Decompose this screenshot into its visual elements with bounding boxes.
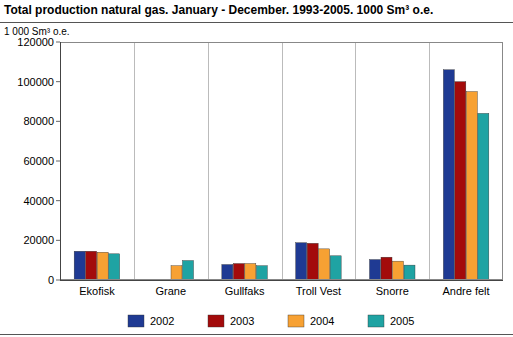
legend-label: 2002: [150, 315, 174, 327]
bottom-rule: [0, 334, 513, 335]
legend-label: 2005: [390, 315, 414, 327]
x-tick-label: Troll Vest: [296, 285, 341, 297]
legend-swatch: [368, 315, 384, 327]
y-tick-label: 100000: [17, 76, 54, 88]
bar: [478, 113, 489, 280]
legend-swatch: [208, 315, 224, 327]
bar: [307, 243, 318, 280]
bar: [296, 243, 307, 280]
bar: [222, 265, 233, 280]
legend-swatch: [288, 315, 304, 327]
x-tick-label: Grane: [155, 285, 186, 297]
x-tick-label: Gullfaks: [225, 285, 265, 297]
grid-line: [282, 42, 283, 280]
y-tick-label: 80000: [23, 115, 54, 127]
bar: [245, 264, 256, 280]
chart-container: Total production natural gas. January - …: [0, 0, 513, 337]
y-tick-label: 60000: [23, 155, 54, 167]
y-axis: [60, 42, 61, 280]
y-tick: [56, 240, 60, 241]
title-rule: [0, 22, 513, 23]
x-axis: [60, 280, 503, 281]
y-tick-label: 40000: [23, 195, 54, 207]
grid-line: [355, 42, 356, 280]
grid-line: [134, 42, 135, 280]
x-tick-label: Andre felt: [443, 285, 490, 297]
bar: [97, 252, 108, 280]
legend-label: 2004: [310, 315, 334, 327]
bar: [74, 251, 85, 280]
bar: [319, 249, 330, 280]
title: Total production natural gas. January - …: [4, 3, 433, 17]
bar: [86, 251, 97, 280]
y-tick-label: 20000: [23, 234, 54, 246]
y-tick-label: 0: [48, 274, 54, 286]
legend-label: 2003: [230, 315, 254, 327]
x-tick-label: Ekofisk: [79, 285, 115, 297]
plot-frame: [61, 43, 503, 280]
legend-swatch: [128, 315, 144, 327]
bar: [466, 92, 477, 280]
bar: [404, 265, 415, 280]
bar: [455, 82, 466, 280]
y-tick: [56, 42, 60, 43]
bar: [381, 257, 392, 280]
bar: [183, 261, 194, 280]
bar: [370, 260, 381, 280]
y-tick-label: 120000: [17, 36, 54, 48]
y-tick: [56, 161, 60, 162]
grid-line: [208, 42, 209, 280]
bar: [393, 261, 404, 280]
bar: [171, 266, 182, 280]
bar: [109, 254, 120, 280]
chart: Total production natural gas. January - …: [0, 0, 513, 337]
y-tick: [56, 81, 60, 82]
y-tick: [56, 200, 60, 201]
bar: [330, 256, 341, 280]
bar: [233, 264, 244, 280]
grid-line: [429, 42, 430, 280]
y-tick: [56, 121, 60, 122]
bar: [256, 266, 267, 280]
y-tick: [56, 280, 60, 281]
x-tick-label: Snorre: [376, 285, 409, 297]
bars: [74, 70, 489, 280]
bar: [443, 70, 454, 280]
